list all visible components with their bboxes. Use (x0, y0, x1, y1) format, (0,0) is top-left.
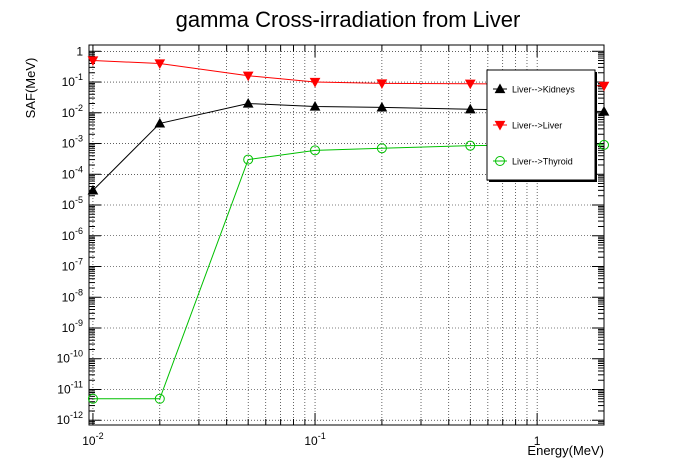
y-tick-label: 10-8 (62, 287, 83, 304)
x-tick-label: 1 (534, 434, 541, 448)
series-line (92, 144, 604, 400)
plot-frame (88, 44, 605, 426)
data-point (309, 77, 321, 88)
legend-label: Liver-->Thyroid (512, 157, 573, 167)
y-tick-label: 10-5 (62, 195, 83, 212)
x-tick-label: 10-2 (82, 431, 103, 448)
data-point (242, 71, 254, 82)
data-point (242, 97, 254, 108)
y-axis-label: SAF(MeV) (23, 58, 38, 119)
data-point (376, 101, 388, 112)
data-point (598, 81, 610, 92)
data-point (243, 154, 254, 165)
data-point (464, 103, 476, 114)
data-point (87, 393, 98, 404)
y-tick-label: 10-10 (57, 349, 83, 366)
data-point (376, 79, 388, 89)
data-point (154, 117, 166, 128)
data-point (309, 100, 321, 111)
data-point (87, 56, 99, 67)
data-point (599, 139, 609, 150)
legend-marker (494, 83, 506, 94)
y-tick-label: 10-2 (62, 103, 83, 120)
legend-marker (495, 156, 505, 166)
y-tick-label: 1 (76, 44, 83, 58)
data-point (465, 140, 476, 151)
data-point (154, 59, 166, 70)
legend-label: Liver-->Kidneys (512, 85, 575, 95)
y-tick-label: 10-12 (57, 410, 83, 427)
y-tick-label: 10-9 (62, 318, 83, 335)
y-tick-label: 10-3 (62, 134, 83, 151)
y-tick-label: 10-11 (57, 379, 83, 396)
legend: Liver-->Kidneys Liver-->Liver Liver-->Thyr… (486, 69, 597, 182)
x-tick-label: 10-1 (304, 431, 325, 448)
data-point (376, 143, 387, 154)
chart-title: gamma Cross-irradiation from Liver (176, 7, 521, 32)
y-tick-label: 10-6 (62, 226, 83, 243)
data-point (87, 184, 99, 195)
data-point (154, 393, 165, 404)
x-axis-label: Energy(MeV) (527, 443, 604, 458)
legend-marker (494, 120, 506, 131)
y-tick-label: 10-7 (62, 257, 83, 274)
data-point (464, 79, 476, 90)
data-point (598, 105, 610, 116)
y-tick-label: 10-4 (62, 164, 83, 181)
data-point (310, 145, 321, 156)
y-tick-label: 10-1 (62, 72, 83, 89)
legend-label: Liver-->Liver (512, 121, 562, 131)
axis-ticks: 1 10-1 10-2 10-3 10-4 10-5 10-6 10-7 10-8 10-9 10-… (57, 44, 605, 448)
